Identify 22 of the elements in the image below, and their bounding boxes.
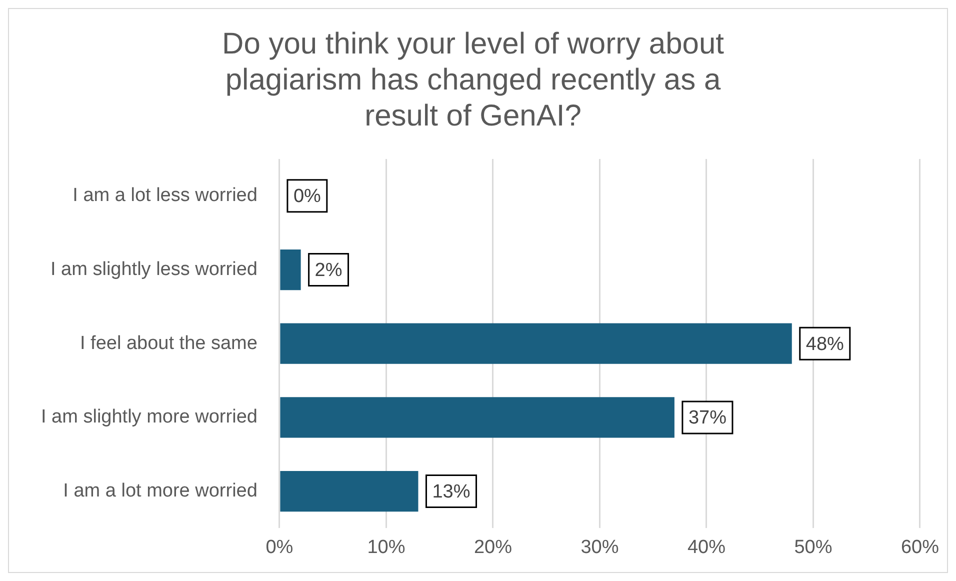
y-tick-label: I am a lot less worried [72, 185, 258, 206]
y-tick-label: I feel about the same [80, 332, 258, 354]
x-tick-label: 20% [474, 536, 512, 558]
bar [280, 397, 674, 438]
data-label: 48% [806, 334, 844, 355]
data-label: 2% [314, 260, 342, 281]
chart-title: Do you think your level of worry about plagiarism has changed recently as a result of GenAI? [222, 27, 725, 132]
bar [280, 249, 301, 290]
x-tick-label: 50% [794, 536, 832, 558]
bar [280, 470, 418, 512]
x-tick-label: 0% [266, 536, 294, 558]
data-label: 37% [688, 408, 727, 429]
data-label: 0% [293, 186, 322, 208]
y-tick-label: I am slightly less worried [50, 258, 258, 280]
bar [280, 323, 792, 364]
x-tick-label: 30% [580, 536, 619, 558]
x-tick-label: 40% [687, 536, 726, 558]
y-tick-label: I am a lot more worried [63, 480, 258, 502]
x-tick-label: 60% [900, 536, 940, 558]
data-label: 13% [432, 482, 470, 503]
x-tick-label: 10% [367, 536, 406, 558]
y-tick-label: I am slightly more worried [40, 406, 258, 428]
